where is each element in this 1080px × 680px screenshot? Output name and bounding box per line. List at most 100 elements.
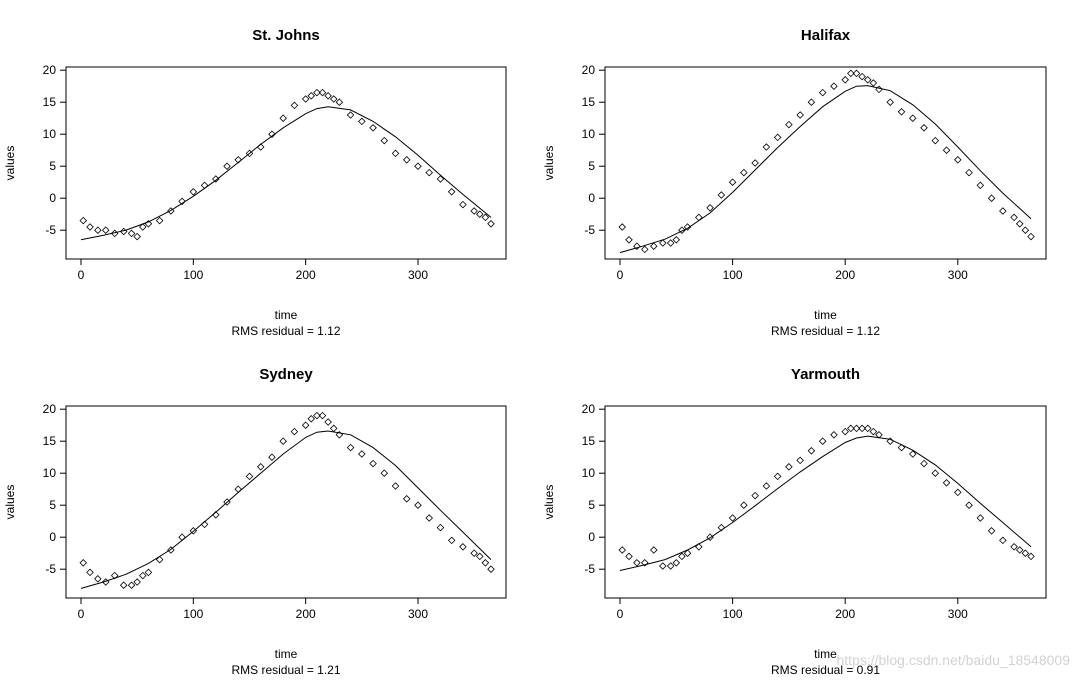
data-point [459,543,467,551]
data-point [94,575,102,583]
rms-residual-label: RMS residual = 0.91 [771,663,880,677]
x-tick-label: 100 [723,607,743,621]
y-tick-label: 10 [43,127,57,141]
watermark: https://blog.csdn.net/baidu_18548009 [836,652,1070,668]
data-point [672,236,681,244]
data-point [481,213,490,222]
y-tick-label: 10 [582,466,596,480]
data-point [307,415,316,423]
data-point [852,424,861,433]
data-point [965,501,973,509]
panel-3: Yarmouth 0 100 200 300 -5 0 5 10 15 20 time RMS resi… [542,366,1047,677]
fitted-curve [619,85,1032,254]
data-point [942,479,951,487]
data-point [641,245,649,254]
data-point [324,418,332,426]
y-tick-label: 0 [588,530,595,544]
data-point [1021,549,1030,557]
data-point [841,427,849,436]
data-point [329,424,338,433]
chart-title: Yarmouth [791,366,860,383]
data-point [728,514,737,522]
data-point [999,536,1007,545]
data-point [391,482,400,490]
y-tick-label: 10 [582,127,596,141]
data-point [79,559,88,567]
data-point [807,447,816,455]
data-point [847,424,855,433]
data-point [380,469,389,477]
data-point [223,162,231,170]
x-tick-label: 0 [78,607,85,621]
rms-residual-label: RMS residual = 1.21 [231,663,340,677]
y-tick-label: -5 [584,223,595,237]
y-tick-label: 0 [588,191,595,205]
y-tick-label: 0 [49,530,56,544]
y-tick-label: 20 [43,63,57,77]
data-point [633,242,641,250]
data-point [346,111,355,119]
x-tick-label: 200 [835,268,855,282]
fitted-curve [80,430,492,589]
data-point [618,223,627,231]
y-tick-label: 15 [582,95,596,109]
data-point [830,82,838,90]
data-point [487,565,495,573]
y-tick-label: 5 [49,159,56,173]
data-point [402,156,411,164]
data-point [279,114,287,122]
data-point [335,98,344,106]
data-point [155,555,164,564]
data-point [852,69,861,78]
x-tick-label: 300 [408,268,428,282]
data-point [447,536,456,545]
data-point [301,95,310,103]
data-point [476,552,484,561]
data-point [683,223,692,231]
fitted-curve [80,106,492,241]
data-point [318,88,327,97]
data-point [279,437,287,445]
y-tick-label: -5 [584,562,595,576]
data-point [369,459,377,468]
data-point [942,146,951,154]
plot-box [604,66,1047,260]
data-point [740,168,748,177]
x-tick-label: 100 [183,268,203,282]
data-point [740,501,748,509]
panel-1: Halifax 0 100 200 300 -5 0 5 10 15 20 time RMS resid… [542,27,1047,338]
data-point [476,210,484,218]
data-point [1027,232,1035,241]
data-point [659,239,667,247]
data-point [133,578,141,586]
data-point [414,501,422,509]
data-point [869,79,878,87]
data-point [139,571,147,580]
data-point [818,437,827,445]
x-tick-label: 300 [948,268,968,282]
data-point [659,562,667,570]
data-point [436,523,445,532]
data-point [127,581,136,589]
x-axis-label: time [814,308,837,322]
data-point [425,514,433,522]
data-point [672,559,681,567]
data-point [618,546,627,554]
data-point [167,207,175,215]
x-tick-label: 100 [723,268,743,282]
x-tick-label: 200 [835,607,855,621]
data-point [666,562,675,570]
data-point [425,168,433,177]
data-point [683,549,692,557]
data-point [470,207,478,215]
data-point [290,427,299,436]
x-tick-label: 300 [948,607,968,621]
x-axis-label: time [275,647,298,661]
data-point [94,226,102,234]
data-point [728,178,737,186]
data-point [245,472,254,481]
chart-title: St. Johns [252,27,320,44]
data-point [650,242,658,250]
data-point [268,130,276,138]
data-point [470,549,478,557]
